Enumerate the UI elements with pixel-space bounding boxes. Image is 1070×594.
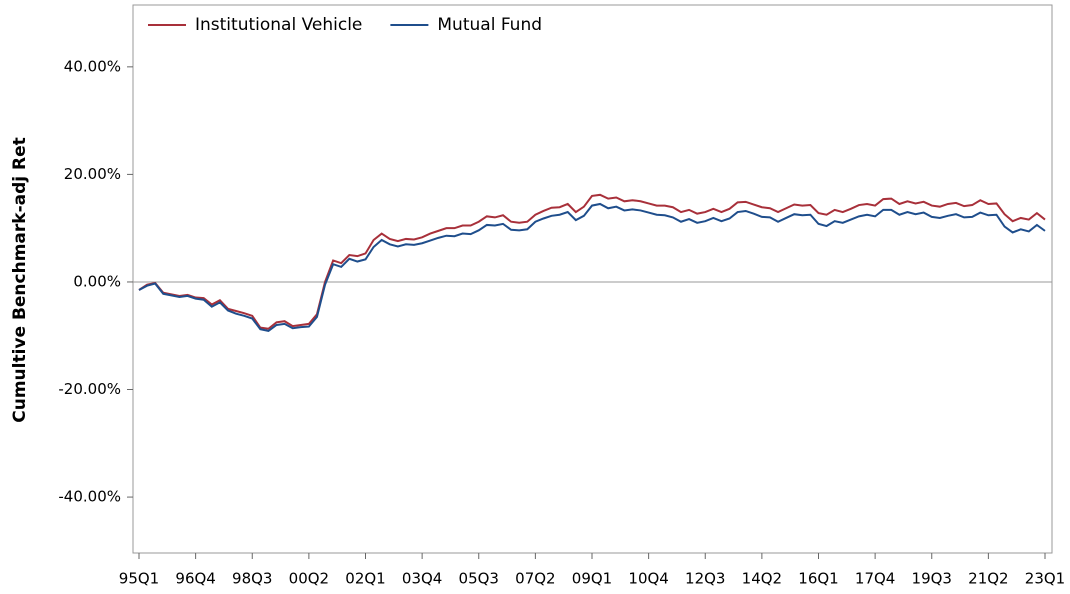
x-tick-label: 98Q3 xyxy=(232,570,272,588)
x-tick-label: 17Q4 xyxy=(855,570,895,588)
x-tick-label: 02Q1 xyxy=(345,570,385,588)
y-axis-title: Cumultive Benchmark-adj Ret xyxy=(10,137,30,423)
y-tick-label: 20.00% xyxy=(64,165,121,183)
x-tick-label: 10Q4 xyxy=(628,570,668,588)
x-tick-label: 19Q3 xyxy=(912,570,952,588)
x-tick-label: 21Q2 xyxy=(968,570,1008,588)
plot-frame xyxy=(132,4,1053,554)
x-tick-label: 03Q4 xyxy=(402,570,442,588)
y-tick-label: 0.00% xyxy=(73,272,121,290)
y-tick-label: 40.00% xyxy=(64,57,121,75)
x-tick-label: 05Q3 xyxy=(459,570,499,588)
x-tick-label: 95Q1 xyxy=(119,570,159,588)
legend-label: Institutional Vehicle xyxy=(195,15,362,35)
x-tick-label: 14Q2 xyxy=(742,570,782,588)
x-tick-label: 16Q1 xyxy=(798,570,838,588)
legend-label: Mutual Fund xyxy=(437,15,542,35)
y-tick-label: -40.00% xyxy=(58,488,121,506)
x-tick-label: 09Q1 xyxy=(572,570,612,588)
x-tick-label: 12Q3 xyxy=(685,570,725,588)
x-tick-label: 96Q4 xyxy=(175,570,215,588)
series-line xyxy=(138,202,1046,332)
x-tick-label: 07Q2 xyxy=(515,570,555,588)
series-line xyxy=(138,193,1046,330)
y-tick-label: -20.00% xyxy=(58,380,121,398)
x-tick-label: 23Q1 xyxy=(1025,570,1065,588)
x-tick-label: 00Q2 xyxy=(289,570,329,588)
